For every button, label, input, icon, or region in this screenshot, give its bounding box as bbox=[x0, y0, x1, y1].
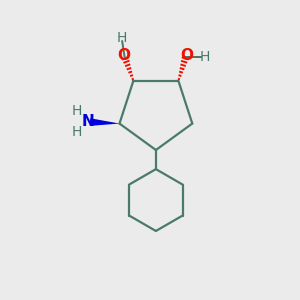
Text: H: H bbox=[72, 125, 82, 140]
Text: O: O bbox=[180, 48, 193, 63]
Text: H: H bbox=[117, 32, 128, 45]
Polygon shape bbox=[90, 118, 119, 126]
Text: H: H bbox=[72, 104, 82, 118]
Text: O: O bbox=[117, 48, 130, 63]
Text: H: H bbox=[200, 50, 210, 64]
Text: N: N bbox=[82, 114, 94, 129]
